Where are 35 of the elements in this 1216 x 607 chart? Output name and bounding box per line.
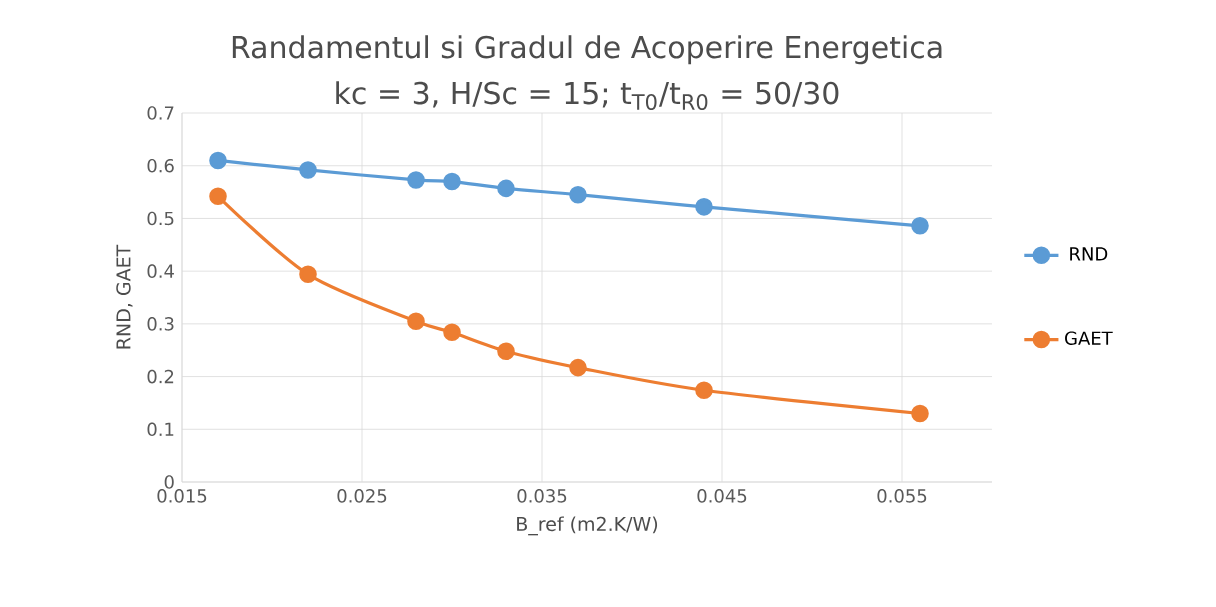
- y-tick-label: 0.3: [147, 317, 174, 331]
- point: [443, 323, 461, 342]
- legend-label: GAET: [1065, 331, 1113, 345]
- point: [497, 179, 515, 198]
- point: [911, 217, 929, 235]
- point: [569, 185, 587, 204]
- chart-subtitle: kc = 3, H/Sc = 15; t$_{T0}$/t$_{R0}$ = 50/30: [336, 81, 839, 110]
- x-tick-label: 0.015: [157, 489, 207, 503]
- x-axis-title: B_ref (m2.K/W): [517, 516, 658, 536]
- y-tick-label: 0.6: [147, 158, 174, 173]
- point: [695, 381, 713, 400]
- point: [407, 171, 425, 189]
- y-tick-label: 0: [164, 475, 174, 489]
- x-tick-label: 0.055: [877, 489, 927, 503]
- legend-label: RND: [1070, 247, 1108, 261]
- y-tick-label: 0.5: [147, 211, 174, 226]
- point: [911, 404, 929, 423]
- point: [209, 151, 227, 170]
- point: [299, 161, 317, 179]
- point: [569, 358, 587, 377]
- y-tick-label: 0.1: [147, 422, 174, 437]
- y-tick-label: 0.7: [147, 106, 174, 120]
- point: [443, 172, 461, 191]
- y-tick-label: 0.2: [147, 369, 174, 384]
- x-tick-label: 0.025: [337, 489, 387, 503]
- x-tick-label: 0.035: [517, 489, 567, 503]
- point: [299, 265, 317, 284]
- point: [497, 342, 515, 361]
- point: [407, 312, 425, 331]
- y-axis-title: RND, GAET: [116, 244, 133, 349]
- x-tick-label: 0.045: [697, 489, 747, 503]
- chart-title: Randamentul si Gradul de Acoperire Energetica: [232, 35, 942, 65]
- point: [209, 187, 227, 206]
- point: [695, 198, 713, 216]
- y-tick-label: 0.4: [147, 264, 174, 278]
